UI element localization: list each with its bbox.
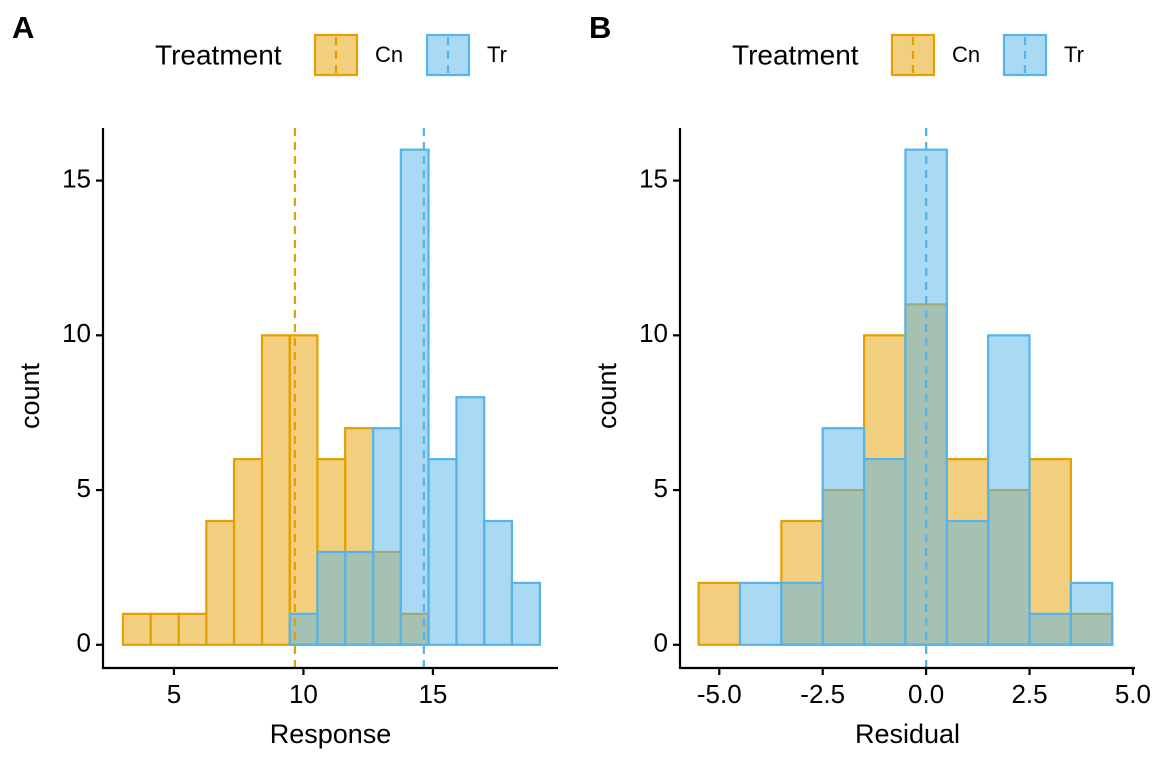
bar — [121, 612, 152, 646]
x-tick-label: -5.0 — [697, 679, 742, 709]
bar — [177, 612, 208, 646]
bar — [149, 612, 180, 646]
bar — [260, 334, 291, 646]
x-axis-title: Response — [270, 719, 392, 749]
bar — [510, 581, 541, 646]
legend-title: Treatment — [155, 39, 282, 70]
x-tick-label: 5.0 — [1115, 679, 1151, 709]
panel-tag: A — [12, 10, 34, 45]
x-tick-label: 2.5 — [1011, 679, 1047, 709]
bar — [232, 458, 264, 646]
bar — [316, 550, 347, 646]
bar — [427, 458, 458, 646]
y-axis-title: count — [15, 362, 45, 429]
legend-label: Tr — [1064, 42, 1084, 67]
bar — [455, 396, 486, 646]
y-tick-label: 5 — [654, 473, 668, 503]
bar — [371, 427, 402, 646]
y-tick-label: 5 — [77, 473, 91, 503]
legend-label: Tr — [487, 42, 507, 67]
bar — [987, 334, 1031, 646]
x-axis-title: Residual — [855, 719, 960, 749]
bar — [945, 519, 990, 646]
y-tick-label: 10 — [62, 318, 91, 348]
x-tick-label: 15 — [418, 679, 447, 709]
bar — [697, 581, 742, 646]
legend-title: Treatment — [732, 39, 859, 70]
bar — [1028, 612, 1072, 646]
y-tick-label: 0 — [654, 628, 668, 658]
y-tick-label: 15 — [639, 163, 668, 193]
bar — [780, 581, 824, 646]
bar — [862, 458, 907, 646]
bar — [483, 519, 514, 646]
legend-label: Cn — [375, 42, 403, 67]
x-tick-label: -2.5 — [800, 679, 845, 709]
bar — [205, 519, 236, 646]
y-tick-label: 15 — [62, 163, 91, 193]
bar — [821, 427, 866, 646]
bar — [1069, 581, 1114, 646]
y-axis-title: count — [592, 362, 622, 429]
y-tick-label: 10 — [639, 318, 668, 348]
bar — [344, 550, 375, 646]
bar — [738, 581, 783, 646]
x-tick-label: 5 — [167, 679, 181, 709]
panel-tag: B — [589, 10, 611, 45]
legend-label: Cn — [952, 42, 980, 67]
x-tick-label: 0.0 — [908, 679, 944, 709]
x-tick-label: 10 — [289, 679, 318, 709]
y-tick-label: 0 — [77, 628, 91, 658]
